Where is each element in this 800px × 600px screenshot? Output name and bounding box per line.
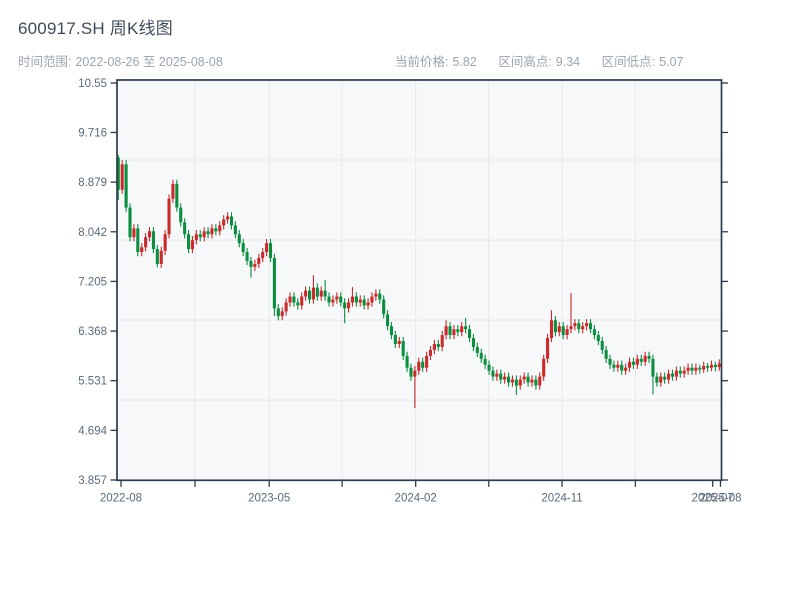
x-tick-label: 2023-05	[248, 492, 290, 504]
y-tick-label: 8.879	[78, 177, 107, 189]
y-tick-label: 9.716	[78, 127, 107, 139]
y-tick-label: 5.531	[78, 376, 107, 388]
y-tick-label: 7.205	[78, 276, 107, 288]
date-range-value: 2022-08-26 至 2025-08-08	[75, 55, 223, 69]
price-stats: 当前价格: 5.82 区间高点: 9.34 区间低点: 5.07	[395, 51, 701, 70]
x-tick-label: 2025-07	[692, 492, 734, 504]
axis-frame	[116, 79, 723, 482]
y-tick-label: 8.042	[78, 227, 107, 239]
x-tick-label: 2024-02	[395, 492, 437, 504]
plot-area	[117, 80, 722, 481]
x-tick-label: 2025-08	[699, 492, 741, 504]
candles	[116, 154, 721, 409]
stat-range-low: 区间低点: 5.07	[601, 55, 684, 69]
date-range: 时间范围: 2022-08-26 至 2025-08-08	[18, 51, 223, 70]
stat-current-price: 当前价格: 5.82	[395, 55, 477, 69]
stat-range-high: 区间高点: 9.34	[498, 55, 581, 69]
page-title: 600917.SH 周K线图	[18, 19, 173, 38]
y-tick-label: 10.55	[78, 78, 107, 90]
y-tick-label: 3.857	[78, 475, 107, 487]
y-tick-label: 4.694	[78, 425, 107, 437]
axis-ticks	[110, 82, 728, 487]
x-tick-label: 2024-11	[541, 492, 582, 504]
date-range-label: 时间范围:	[18, 55, 72, 69]
y-tick-label: 6.368	[78, 326, 107, 338]
x-tick-label: 2022-08	[100, 492, 142, 504]
gridlines	[118, 81, 721, 480]
axis-tick-labels: 10.55 9.716 8.879 8.042 7.205 6.368 5.531 4.694…	[78, 78, 741, 504]
